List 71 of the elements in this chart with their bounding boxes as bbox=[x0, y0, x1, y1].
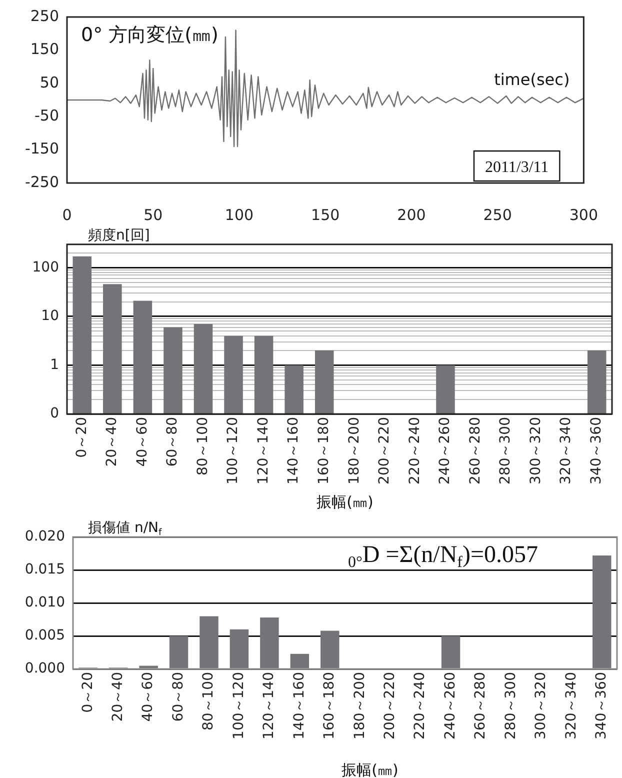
x-tick-label: 140～160 bbox=[286, 417, 302, 484]
y-tick-label: -50 bbox=[34, 106, 59, 124]
x-tick-label: 20～40 bbox=[110, 672, 126, 722]
x-tick-label: 340～360 bbox=[594, 672, 610, 740]
y-tick-label: 0.010 bbox=[24, 594, 65, 611]
y-tick-label: 0.005 bbox=[24, 628, 65, 644]
x-tick-label: 260～280 bbox=[467, 417, 484, 484]
x-tick-label: 300 bbox=[569, 206, 598, 224]
bar bbox=[139, 666, 158, 668]
y-tick-label: 150 bbox=[30, 40, 59, 58]
y-tick-label: 250 bbox=[30, 6, 59, 25]
x-tick-label: 280～300 bbox=[498, 417, 514, 484]
bar bbox=[592, 555, 612, 668]
x-tick-label: 300～320 bbox=[533, 672, 550, 740]
x-axis-title: 振幅(㎜) bbox=[316, 493, 374, 511]
x-tick-label: 240～260 bbox=[442, 672, 458, 740]
bar bbox=[320, 630, 340, 668]
y-tick-label: 100 bbox=[32, 259, 59, 276]
bar bbox=[260, 618, 279, 668]
x-tick-label: 20～40 bbox=[104, 417, 120, 467]
chart-title: 0° 方向変位(㎜) bbox=[81, 24, 218, 46]
y-tick-label: 0 bbox=[50, 406, 59, 422]
x-tick-label: 140～160 bbox=[291, 672, 308, 740]
y-tick-label: -150 bbox=[24, 140, 59, 158]
x-tick-label: 180～200 bbox=[352, 672, 368, 740]
x-tick-label: 200～220 bbox=[376, 417, 393, 484]
x-tick-label: 100～120 bbox=[225, 417, 242, 484]
x-tick-label: 50 bbox=[144, 206, 163, 224]
x-tick-label: 120～140 bbox=[255, 417, 272, 484]
x-tick-label: 80～100 bbox=[194, 417, 211, 476]
x-tick-label: 80～100 bbox=[200, 672, 217, 731]
x-tick-label: 250 bbox=[483, 206, 512, 224]
x-tick-label: 160～180 bbox=[322, 672, 338, 740]
y-tick-label: 0.015 bbox=[24, 562, 65, 578]
x-tick-label: 120～140 bbox=[261, 672, 278, 740]
x-axis-title: time(sec) bbox=[494, 70, 570, 89]
x-tick-label: 320～340 bbox=[558, 417, 574, 484]
x-tick-label: 150 bbox=[311, 206, 340, 224]
x-tick-label: 240～260 bbox=[437, 417, 454, 484]
x-tick-label: 220～240 bbox=[412, 672, 428, 740]
x-tick-label: 40～60 bbox=[134, 417, 150, 467]
x-tick-label: 100～120 bbox=[230, 672, 247, 740]
x-tick-label: 60～80 bbox=[164, 417, 181, 467]
x-tick-label: 60～80 bbox=[170, 672, 186, 722]
x-tick-label: 0～20 bbox=[80, 672, 96, 713]
y-tick-label: 50 bbox=[40, 73, 59, 92]
x-tick-label: 280～300 bbox=[502, 672, 519, 740]
x-tick-label: 260～280 bbox=[472, 672, 489, 740]
x-tick-label: 0～20 bbox=[74, 417, 90, 458]
x-tick-label: 180～200 bbox=[346, 417, 362, 484]
y-tick-label: 10 bbox=[41, 308, 59, 324]
x-tick-label: 300～320 bbox=[528, 417, 544, 484]
bar bbox=[200, 616, 218, 668]
x-tick-label: 100 bbox=[224, 206, 254, 224]
x-tick-label: 320～340 bbox=[563, 672, 580, 740]
bar bbox=[290, 654, 310, 668]
annotation: 2011/3/11 bbox=[484, 159, 549, 176]
x-axis-title: 振幅(㎜) bbox=[342, 761, 398, 778]
x-tick-label: 340～360 bbox=[588, 417, 604, 484]
bar bbox=[441, 636, 460, 668]
x-tick-label: 160～180 bbox=[316, 417, 332, 484]
y-tick-label: 1 bbox=[50, 356, 59, 373]
x-tick-label: 200 bbox=[397, 206, 426, 224]
x-tick-label: 220～240 bbox=[406, 417, 423, 484]
x-tick-label: 200～220 bbox=[382, 672, 398, 740]
y-tick-label: -250 bbox=[24, 172, 59, 191]
y-tick-label: 0.020 bbox=[24, 528, 65, 545]
y-tick-label: 0.000 bbox=[24, 660, 65, 677]
bar bbox=[230, 629, 249, 668]
bar bbox=[169, 636, 188, 668]
x-tick-label: 40～60 bbox=[140, 672, 156, 722]
